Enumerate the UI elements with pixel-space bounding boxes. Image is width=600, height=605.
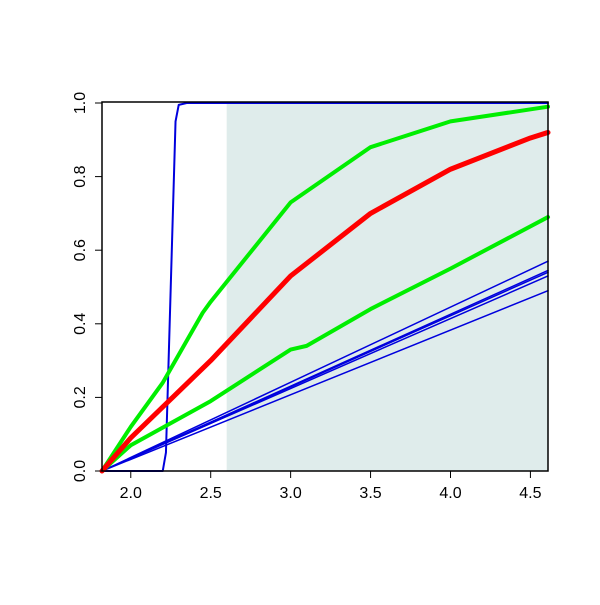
shaded-region (226, 102, 548, 471)
x-tick-label: 4.5 (519, 485, 541, 502)
y-tick-label: 0.6 (72, 239, 89, 261)
x-tick-label: 3.0 (280, 485, 302, 502)
plot-box (101, 101, 549, 472)
line (100, 215, 550, 473)
x-tick-label: 4.0 (439, 485, 461, 502)
y-tick-label: 0.2 (72, 386, 89, 408)
line (101, 289, 549, 472)
x-tick-label: 2.5 (200, 485, 222, 502)
x-tick-label: 3.5 (359, 485, 381, 502)
y-tick-label: 0.4 (72, 313, 89, 335)
line (101, 102, 549, 472)
y-tick-label: 0.8 (72, 165, 89, 187)
line (101, 275, 549, 472)
line (100, 104, 550, 473)
x-tick-label: 2.0 (120, 485, 142, 502)
line (101, 260, 549, 472)
y-tick-label: 0.0 (72, 460, 89, 482)
y-tick-label: 1.0 (72, 92, 89, 114)
line (99, 129, 551, 474)
